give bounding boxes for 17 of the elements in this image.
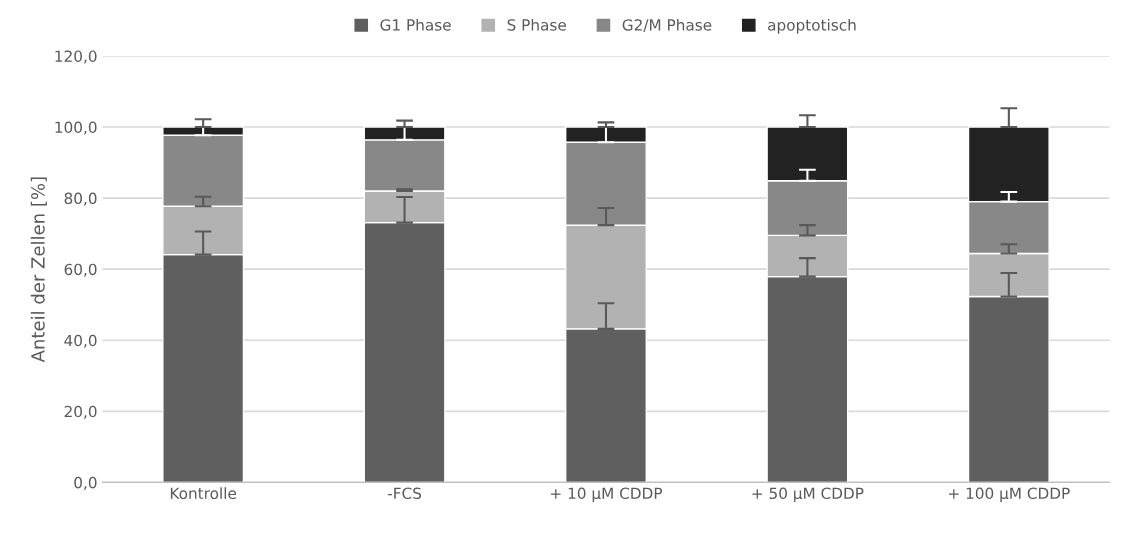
x-tick-label: -FCS: [387, 487, 422, 500]
x-tick-label: + 10 µM CDDP: [551, 487, 663, 503]
legend-label: G1 Phase: [380, 18, 451, 31]
y-axis-title: Anteil der Zellen [%]: [30, 177, 47, 363]
legend-label: S Phase: [507, 18, 566, 31]
legend-label: G2/M Phase: [622, 18, 712, 32]
y-tick-label: 0,0: [74, 476, 97, 490]
y-tick-label: 80,0: [64, 192, 97, 206]
x-tick-label: + 100 µM CDDP: [949, 487, 1070, 503]
legend-label: apoptotisch: [768, 18, 856, 34]
y-tick-label: 120,0: [55, 50, 97, 64]
y-tick-label: 20,0: [64, 405, 97, 419]
y-tick-label: 100,0: [55, 121, 97, 135]
y-tick-label: 60,0: [64, 263, 97, 277]
x-tick-label: + 50 µM CDDP: [752, 487, 864, 503]
x-tick-label: Kontrolle: [170, 487, 237, 500]
y-tick-label: 40,0: [64, 334, 97, 348]
